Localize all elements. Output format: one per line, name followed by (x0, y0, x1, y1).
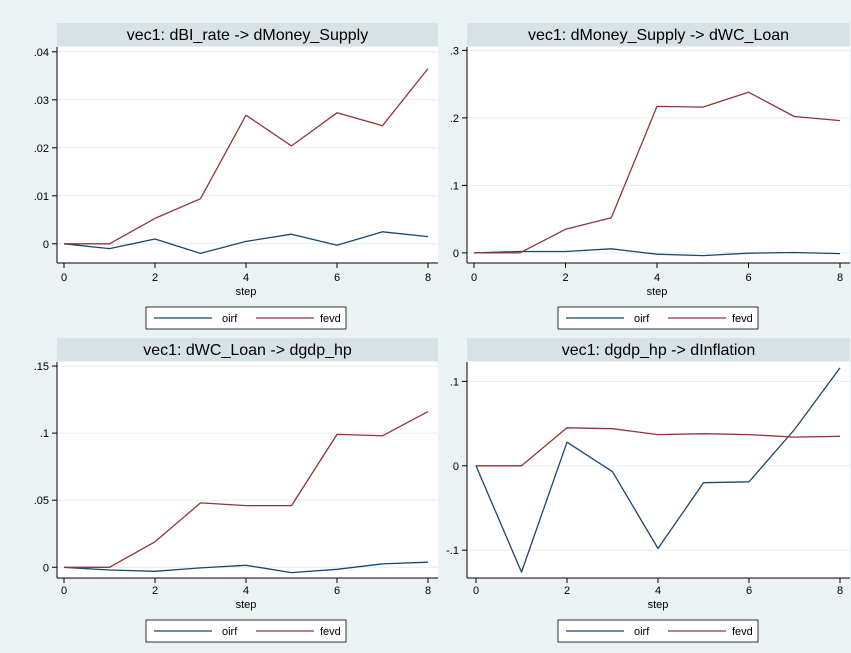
panel-title: vec1: dWC_Loan -> dgdp_hp (143, 342, 352, 359)
plot-area (467, 362, 850, 578)
y-tick-label: .1 (450, 376, 459, 388)
y-tick-label: 0 (43, 239, 49, 251)
x-tick-label: 0 (61, 272, 67, 284)
panel-2: vec1: dMoney_Supply -> dWC_Loan 0 .1 .2 .3 0 2… (450, 23, 850, 330)
series-oirf-line (475, 367, 841, 573)
x-tick-label: 0 (61, 585, 67, 597)
legend-oirf-label: oirf (634, 626, 650, 638)
y-tick-label: .04 (34, 47, 49, 59)
series-oirf-line (63, 561, 429, 574)
y-tick-label: 0 (43, 562, 49, 574)
panel-title-band (467, 338, 850, 361)
legend-fevd-label: fevd (320, 626, 341, 638)
y-tick-label: .02 (34, 143, 49, 155)
x-tick-label: 4 (654, 272, 660, 284)
y-tick-label: .15 (34, 361, 49, 373)
x-tick-label: 6 (745, 272, 751, 284)
x-tick-label: 8 (425, 585, 431, 597)
legend-box (145, 619, 347, 643)
x-axis-label: step (648, 599, 669, 611)
x-tick-label: 0 (473, 585, 479, 597)
y-tick-label: .03 (34, 95, 49, 107)
series-oirf-line (473, 248, 841, 257)
legend-box (145, 306, 347, 330)
y-tick-label: .1 (40, 428, 49, 440)
legend-box (557, 306, 759, 330)
series-fevd-line (64, 68, 429, 245)
x-tick-label: 2 (152, 585, 158, 597)
panel-3: vec1: dWC_Loan -> dgdp_hp 0 .05 .1 .15 0 2 4 6 8 s… (34, 338, 438, 643)
x-tick-label: 8 (837, 585, 843, 597)
y-tick-label: .3 (450, 45, 459, 57)
x-tick-label: 4 (243, 272, 249, 284)
x-axis-label: step (647, 286, 668, 298)
x-axis-label: step (236, 286, 257, 298)
legend-oirf-label: oirf (222, 313, 238, 325)
panel-title: vec1: dgdp_hp -> dInflation (562, 342, 755, 359)
x-tick-label: 6 (334, 585, 340, 597)
y-tick-label: 0 (453, 461, 459, 473)
panel-4: vec1: dgdp_hp -> dInflation -.1 0 .1 0 2 4 6 8 st… (446, 338, 850, 643)
panel-title: vec1: dBI_rate -> dMoney_Supply (127, 27, 368, 44)
x-tick-label: 2 (562, 272, 568, 284)
series-fevd-line (476, 427, 841, 467)
y-tick-label: .1 (450, 180, 459, 192)
legend-fevd-label: fevd (732, 626, 753, 638)
legend-fevd-label: fevd (732, 313, 753, 325)
x-tick-label: 4 (655, 585, 661, 597)
series-oirf-line (63, 231, 429, 255)
plot-area (57, 47, 438, 263)
plot-area (467, 47, 850, 263)
panel-title: vec1: dMoney_Supply -> dWC_Loan (528, 27, 789, 44)
y-tick-label: .01 (34, 191, 49, 203)
legend-oirf-label: oirf (634, 313, 650, 325)
series-fevd-line (64, 411, 429, 568)
x-tick-label: 0 (471, 272, 477, 284)
x-tick-label: 8 (425, 272, 431, 284)
legend-box (557, 619, 759, 643)
panel-title-band (57, 23, 438, 46)
panel-1: vec1: dBI_rate -> dMoney_Supply 0 .01 .02 .0… (34, 23, 438, 330)
x-tick-label: 2 (152, 272, 158, 284)
x-tick-label: 8 (837, 272, 843, 284)
panel-title-band (467, 23, 850, 46)
x-tick-label: 2 (564, 585, 570, 597)
x-tick-label: 6 (746, 585, 752, 597)
y-tick-label: -.1 (446, 545, 459, 557)
series-fevd-line (474, 91, 841, 254)
y-tick-label: .2 (450, 113, 459, 125)
x-axis-label: step (236, 599, 257, 611)
legend-fevd-label: fevd (320, 313, 341, 325)
panel-title-band (57, 338, 438, 361)
legend-oirf-label: oirf (222, 626, 238, 638)
x-tick-label: 6 (334, 272, 340, 284)
plot-area (57, 362, 438, 578)
y-tick-label: .05 (34, 495, 49, 507)
y-tick-label: 0 (453, 248, 459, 260)
x-tick-label: 4 (243, 585, 249, 597)
